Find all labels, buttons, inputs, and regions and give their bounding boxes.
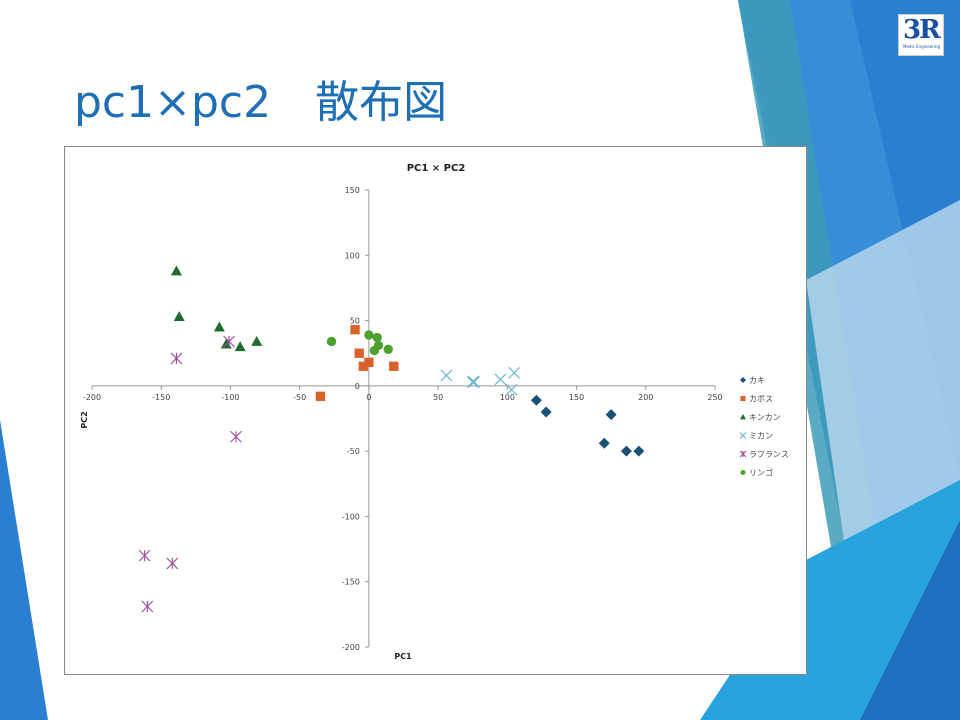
data-point-x (466, 376, 479, 388)
data-point-asterisk (230, 430, 242, 443)
slide-title: pc1×pc2 散布図 (74, 77, 448, 128)
y-tick-label: 50 (350, 317, 360, 326)
data-point-asterisk (141, 600, 154, 613)
data-point-square (350, 325, 360, 335)
data-point-square (354, 348, 364, 358)
data-point-x (505, 383, 518, 396)
legend-label: リンゴ (749, 468, 773, 478)
x-tick-label: -100 (221, 393, 239, 402)
data-point-square (364, 357, 374, 368)
legend-label: カボス (749, 395, 773, 404)
legend-marker-triangle (740, 414, 746, 420)
data-point-triangle (251, 335, 263, 346)
y-tick-label: -100 (342, 512, 360, 521)
data-point-square (315, 391, 326, 401)
data-point-asterisk (166, 557, 179, 570)
y-tick-label: -200 (342, 643, 360, 652)
legend-label: ラフランス (749, 450, 789, 459)
x-axis-label: PC1 (394, 652, 412, 661)
data-point-diamond (633, 445, 645, 457)
y-tick-label: 0 (355, 382, 360, 391)
data-point-triangle (234, 341, 246, 352)
data-point-diamond (598, 437, 610, 449)
y-tick-label: -150 (342, 578, 360, 587)
data-point-square (358, 361, 369, 371)
data-point-circle (326, 336, 337, 347)
data-point-circle (383, 344, 393, 354)
y-axis-label: PC2 (80, 411, 89, 428)
data-point-asterisk (223, 335, 235, 348)
x-tick-label: -150 (152, 393, 170, 402)
data-point-square (389, 361, 399, 371)
data-point-diamond (620, 445, 632, 457)
scatter-chart: PC1 × PC2 PC1 PC2 -200 -150 -100 -50 0 50 100 1… (64, 146, 807, 675)
logo-subtext: Medic Engineering (903, 44, 941, 49)
y-tick-label: -50 (347, 447, 360, 456)
data-point-circle (372, 332, 382, 343)
legend-marker-x (739, 432, 747, 439)
x-tick-label: 50 (433, 393, 443, 402)
y-tick-label: 100 (345, 251, 360, 260)
data-point-diamond (540, 406, 552, 418)
legend-label: キンカン (749, 413, 781, 422)
x-tick-label: 150 (569, 393, 584, 402)
data-point-x (494, 373, 507, 386)
data-point-asterisk (170, 352, 183, 365)
x-tick-label: 0 (366, 393, 371, 402)
chart-title: PC1 × PC2 (407, 163, 466, 174)
data-point-diamond (530, 394, 542, 406)
x-tick-label: 100 (500, 393, 515, 402)
x-tick-label: 200 (638, 393, 653, 402)
y-tick-label: 150 (345, 186, 360, 195)
data-point-triangle (213, 321, 225, 332)
data-point-x (468, 376, 481, 388)
x-tick-label: 250 (707, 393, 722, 402)
legend-marker-diamond (740, 377, 746, 383)
legend-label: ミカン (749, 432, 773, 441)
scatter-plot-svg: PC1 × PC2 PC1 PC2 -200 -150 -100 -50 0 50 100 1… (80, 163, 789, 661)
data-point-circle (369, 345, 380, 356)
company-logo: 3R Medic Engineering (898, 14, 944, 56)
data-point-triangle (173, 311, 185, 322)
x-tick-label: -50 (293, 393, 306, 402)
legend-label: カキ (749, 376, 765, 385)
data-point-circle (364, 330, 374, 340)
legend-marker-asterisk (739, 450, 747, 458)
data-point-asterisk (138, 549, 151, 562)
x-tick-label: -200 (83, 393, 101, 402)
data-point-x (440, 369, 453, 382)
data-point-triangle (170, 265, 182, 276)
legend-marker-circle (740, 469, 746, 476)
logo-text: 3R (903, 15, 941, 45)
legend-marker-square (740, 395, 746, 402)
data-point-diamond (605, 409, 617, 421)
data-point-x (508, 366, 521, 379)
